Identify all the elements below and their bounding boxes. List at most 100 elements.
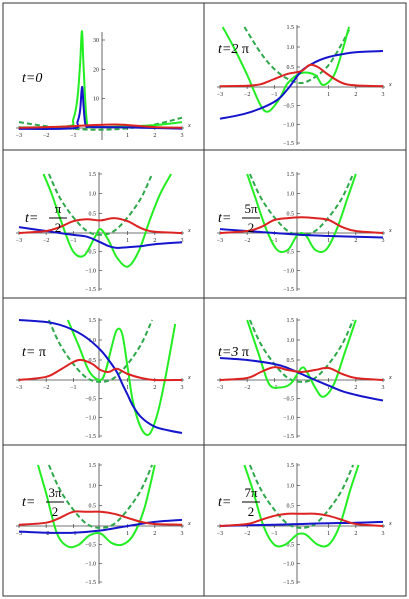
panel-t5pi2: −3 −2 −1 1 2 3x −1.5 −1.0 −0.5 0.5 1.0 1.5 t= 5π 2 [217,172,392,293]
x-tick-label: 2 [153,531,156,537]
series-line-dd2222 [18,123,183,129]
x-tick-label: −1 [271,238,277,244]
x-tick-label: 2 [153,133,156,139]
y-tick-label: 20 [93,67,99,73]
y-tick-label: −1.5 [85,434,96,440]
series-line-dd2222 [219,216,384,234]
series-line-2ea84a [243,26,352,85]
x-tick-label: 3 [382,385,385,391]
x-tick-label: −1 [271,92,277,98]
series-line-dd2222 [219,63,384,88]
y-tick-label: 0.5 [287,504,295,510]
x-tick-label: 3 [382,92,385,98]
x-tick-label: 1 [126,531,129,537]
y-tick-label: 10 [93,97,99,103]
x-tick-label: 1 [327,238,330,244]
x-tick-label: 1 [126,385,129,391]
y-tick-label: 1.0 [287,338,295,344]
panel-title-numerator: 5π [244,201,258,216]
y-tick-label: 1.5 [287,172,295,178]
y-tick-label: 1.5 [89,318,97,324]
x-tick-label: 1 [327,531,330,537]
panel-title-text: t= [25,211,38,226]
y-tick-label: −1.0 [283,268,294,274]
curves [219,319,384,402]
x-tick-label: 2 [354,92,357,98]
panel-tpi: −3 −2 −1 1 2 3x−1.5−1.0−0.50.51.01.5t= π [16,318,191,440]
panel-title: t= 5π 2 [218,201,260,235]
panel-title-var: t=3 [218,345,238,360]
y-tick-label: 0.5 [89,211,97,217]
x-tick-label: −3 [217,385,223,391]
y-tick-label: −1.5 [283,434,294,440]
x-tick-label: 2 [153,385,156,391]
y-tick-label: −1.5 [283,287,294,293]
curves [219,26,384,120]
series-line-2ea84a [47,173,154,236]
panel-tpi2: −3 −2 −1 1 2 3x −1.5 −1.0 −0.5 0.5 1.0 1.5 t= π 2 [16,172,191,293]
series-line-2ea84a [47,319,154,383]
x-axis-label: x [187,521,191,527]
panel-t7pi2: −3 −2 −1 1 2 3x −1.5 −1.0 −0.5 0.5 1.0 1.5 t= 7π 2 [217,463,392,586]
panel-title: t=3 π [218,345,249,360]
panel-title-pi: π [238,345,249,360]
x-tick-label: −3 [16,531,22,537]
x-tick-label: −3 [217,531,223,537]
series-line-1515cc [18,518,183,534]
x-tick-label: −3 [16,385,22,391]
y-tick-label: −0.5 [283,104,294,110]
panel-title: t= 7π 2 [218,485,260,519]
y-tick-label: 0.5 [287,211,295,217]
y-tick-label: 0.5 [89,504,97,510]
y-tick-label: 1.5 [287,318,295,324]
panel-title-text: t=3 π [218,345,249,360]
series-line-dd2222 [219,366,384,381]
y-tick-label: −1.0 [283,415,294,421]
panel-title-denominator: 2 [248,220,255,235]
y-tick-label: −1.0 [85,561,96,567]
y-tick-label: −1.5 [85,580,96,586]
y-tick-label: −0.5 [85,397,96,403]
panel-t2pi: −3 −2 −1 1 2 3x −1.5 −1.0 −0.5 0.5 1.0 1.5 t=2 π [217,25,392,147]
y-tick-label: −0.5 [283,250,294,256]
x-tick-label: 2 [354,238,357,244]
y-tick-label: 0.5 [287,65,295,71]
x-tick-label: −2 [43,385,49,391]
x-tick-label: 3 [382,238,385,244]
x-tick-label: −1 [271,531,277,537]
x-axis-label: x [187,228,191,234]
panel-title-denominator: 2 [52,504,59,519]
series-line-22ee22 [221,26,350,113]
series-line-22ee22 [246,173,357,253]
panel-title-text: t= [218,211,231,226]
curves [18,464,183,549]
series-line-1515cc [219,520,384,527]
x-tick-label: 1 [327,92,330,98]
y-tick-label: −1.5 [85,287,96,293]
series-line-dd2222 [18,510,183,526]
x-tick-label: −2 [244,92,250,98]
x-tick-label: −3 [217,238,223,244]
x-tick-label: 3 [181,385,184,391]
x-tick-label: 2 [354,385,357,391]
panel-title-text: t= [218,495,231,510]
x-tick-label: 1 [327,385,330,391]
panel-title-numerator: 7π [244,485,258,500]
panel-title-var: t=2 [218,42,238,57]
y-tick-label: −1.5 [283,580,294,586]
y-tick-label: −0.5 [283,543,294,549]
x-axis-label: x [388,82,392,88]
y-tick-label: 1.0 [287,192,295,198]
curves [219,173,384,253]
series-line-2ea84a [248,319,355,383]
series-line-1515cc [18,226,183,249]
y-tick-label: −0.5 [85,543,96,549]
y-tick-label: −1.0 [283,561,294,567]
x-axis-label: x [187,123,191,129]
y-tick-label: −1.5 [283,141,294,147]
series-line-22ee22 [66,319,177,437]
x-tick-label: −1 [70,385,76,391]
x-tick-label: 3 [181,531,184,537]
panel-title-text: t= π [22,345,46,360]
